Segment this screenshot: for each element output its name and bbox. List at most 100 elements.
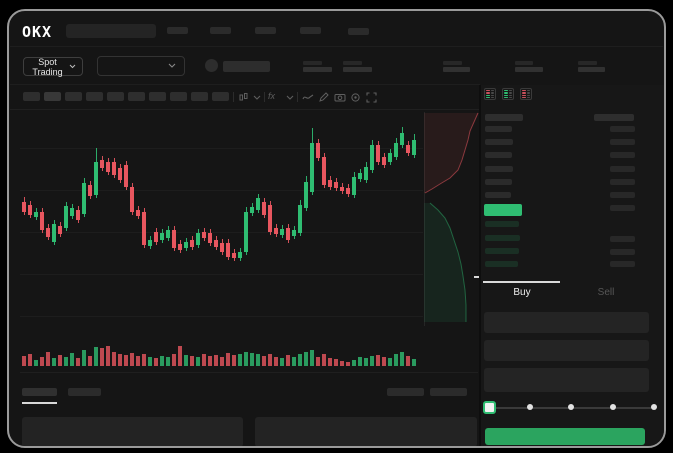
volume-bar [298,354,302,366]
search-input[interactable] [66,24,156,38]
ask-row[interactable] [485,139,513,145]
ask-row[interactable] [485,152,512,158]
volume-bar [70,353,74,366]
ask-row[interactable] [485,179,512,185]
amount-slider-handle[interactable] [483,401,496,414]
fullscreen-expand-icon[interactable] [366,92,377,103]
candle-body [334,182,338,188]
volume-bar [274,357,278,366]
bid-row[interactable] [485,261,518,267]
candle-body [244,212,248,252]
gridline [20,148,423,149]
interval-chevron-icon[interactable] [253,95,261,101]
pair-dropdown[interactable] [97,56,185,76]
candle-body [292,230,296,236]
volume-bar [52,358,56,366]
volume-bar [154,358,158,366]
amount-cell [610,139,635,145]
timeframe-button[interactable] [65,92,82,101]
timeframe-button[interactable] [191,92,208,101]
timeframe-button[interactable] [107,92,124,101]
candle-body [400,133,404,145]
depth-bids-area [424,203,466,322]
timeframe-button[interactable] [23,92,40,101]
toolbar-separator [264,92,265,102]
volume-bar [262,356,266,366]
volume-bar [100,348,104,366]
volume-bar [202,354,206,366]
chevron-down-icon [168,63,176,69]
nav-item-1[interactable] [167,27,188,34]
candle-body [364,167,368,180]
nav-item-5[interactable] [348,28,369,35]
right-panel-divider [479,85,481,446]
book-sell-side-icon[interactable] [520,88,532,100]
amount-input[interactable] [484,340,649,361]
nav-item-4[interactable] [300,27,321,34]
line-tool-icon[interactable] [302,93,314,102]
slider-stop-dot[interactable] [527,404,533,410]
candle-style-icon[interactable] [238,92,249,103]
okx-logo: OKX [22,23,53,41]
volume-bar [124,355,128,366]
book-buy-side-icon[interactable] [502,88,514,100]
total-input[interactable] [484,368,649,392]
candle-body [58,226,62,234]
bottom-action-2[interactable] [430,388,467,396]
settings-gear-icon[interactable] [350,92,361,103]
app-window: OKX Spot Trading fx [9,11,664,446]
volume-bar [130,353,134,366]
candle-body [226,243,230,257]
tab-buy[interactable]: Buy [513,287,531,298]
timeframe-button[interactable] [44,92,61,101]
timeframe-button[interactable] [86,92,103,101]
timeframe-button[interactable] [128,92,145,101]
timeframe-button[interactable] [212,92,229,101]
candle-body [286,228,290,240]
ask-row[interactable] [485,166,513,172]
candle-body [250,207,254,213]
ask-row[interactable] [485,126,512,132]
candle-body [46,228,50,237]
camera-icon[interactable] [334,92,346,102]
tab-sell[interactable]: Sell [597,287,615,298]
book-both-sides-icon[interactable] [484,88,496,100]
buy-submit-button[interactable] [485,428,645,445]
last-price-row[interactable] [484,204,522,216]
volume-bar [94,347,98,366]
ask-row[interactable] [485,192,511,198]
orderbook-header-right [594,114,634,121]
slider-stop-dot[interactable] [568,404,574,410]
candle-body [124,165,128,187]
draw-pencil-icon[interactable] [318,92,329,103]
slider-stop-dot[interactable] [610,404,616,410]
bottom-action-1[interactable] [387,388,424,396]
candle-body [412,140,416,155]
gridline [20,232,423,233]
nav-item-2[interactable] [210,27,231,34]
bottom-tab-2[interactable] [68,388,101,396]
timeframe-button[interactable] [149,92,166,101]
amount-cell [610,152,635,158]
candle-body [76,210,80,220]
bottom-tab-active[interactable] [22,388,57,396]
amount-cell [610,126,635,132]
bid-row[interactable] [485,248,519,254]
overlay-chevron-icon[interactable] [286,95,294,101]
volume-bar [166,357,170,366]
stat-value-4 [515,67,543,72]
bid-row[interactable] [485,221,519,227]
chevron-down-icon [69,64,76,69]
bid-row[interactable] [485,235,520,241]
volume-bar [34,360,38,366]
depth-chart [424,112,482,327]
price-input[interactable] [484,312,649,333]
market-type-dropdown[interactable]: Spot Trading [23,57,83,77]
indicators-fx-icon[interactable]: fx [268,91,276,101]
candle-body [214,240,218,247]
slider-stop-dot[interactable] [651,404,657,410]
timeframe-button[interactable] [170,92,187,101]
nav-item-3[interactable] [255,27,276,34]
candle-body [208,233,212,243]
candle-body [352,177,356,195]
